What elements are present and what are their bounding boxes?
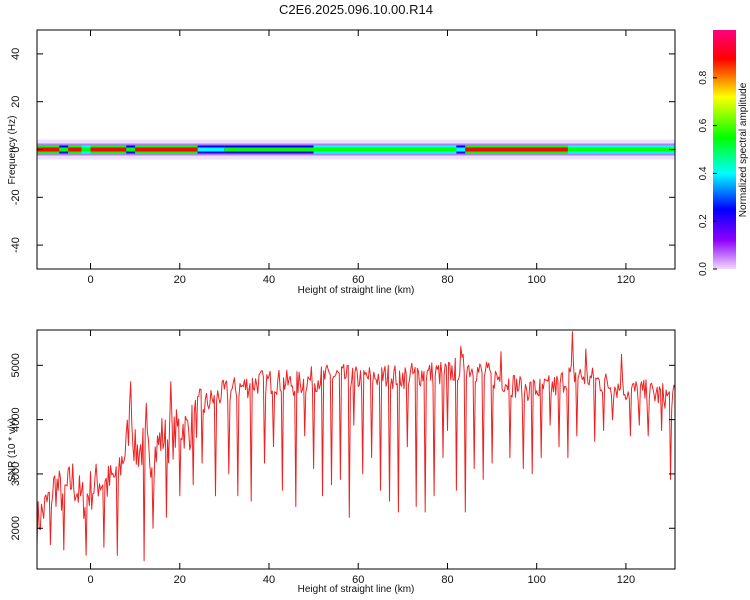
snr-series-line: [37, 331, 675, 562]
snr-x-tick-label: 0: [87, 574, 93, 586]
spectrogram-y-tick-label: 40: [10, 48, 22, 60]
spectrogram-panel: 0 20 40 60 80 100 120 40 20 0 -20 -40 Height of str…: [7, 29, 676, 296]
spectrogram-y-tick-label: 20: [10, 96, 22, 108]
snr-y-tick-label: 3000: [10, 462, 22, 486]
spectral-ridge-segment: [37, 147, 60, 152]
spectral-ridge-segment: [224, 147, 314, 152]
colorbar-tick-label: 0.0: [698, 262, 709, 276]
snr-x-tick-label: 20: [174, 574, 186, 586]
spectrogram-x-tick-label: 80: [441, 274, 453, 286]
colorbar-tick-label: 0.4: [698, 166, 709, 180]
snr-x-tick-label: 40: [263, 574, 275, 586]
spectral-ridge-segment: [313, 147, 457, 152]
spectral-ridge-segment: [594, 147, 675, 152]
chart-title: C2E6.2025.096.10.00.R14: [279, 2, 433, 17]
snr-y-tick-label: 4000: [10, 407, 22, 431]
colorbar-tick-label: 0.6: [698, 118, 709, 132]
spectrogram-x-tick-label: 20: [174, 274, 186, 286]
spectral-ridge-segment: [68, 147, 82, 152]
colorbar-tick-label: 0.8: [698, 70, 709, 84]
spectral-ridge-segment: [81, 147, 91, 152]
spectrogram-y-tick-label: -40: [10, 237, 22, 253]
snr-x-axis-label: Height of straight line (km): [298, 584, 415, 595]
spectral-ridge-segment: [59, 147, 69, 152]
spectral-ridge-segment: [135, 147, 198, 152]
spectrogram-y-tick-label: -20: [10, 189, 22, 205]
snr-panel: 0 20 40 60 80 100 120 5000 4000 3000 2000 Height o…: [7, 329, 676, 595]
spectrogram-x-tick-label: 40: [263, 274, 275, 286]
spectrogram-x-tick-label: 120: [617, 274, 635, 286]
spectral-ridge-segment: [456, 147, 466, 152]
spectrogram-x-tick-label: 100: [528, 274, 546, 286]
snr-y-tick-label: 5000: [10, 353, 22, 377]
snr-x-tick-label: 100: [528, 574, 546, 586]
snr-x-tick-label: 120: [617, 574, 635, 586]
snr-frame: [36, 329, 676, 570]
colorbar-label: Normalized spectral amplitude: [738, 82, 749, 217]
spectral-ridge-segment: [126, 147, 136, 152]
spectral-ridge-segment: [197, 147, 225, 152]
spectral-ridge-segment: [90, 147, 127, 152]
snr-y-tick-label: 2000: [10, 516, 22, 540]
spectrogram-y-tick-label: 0: [10, 146, 22, 152]
spectrogram-x-axis-label: Height of straight line (km): [298, 285, 415, 296]
colorbar-gradient: [713, 30, 736, 269]
spectrogram-y-axis-label: Frequency (Hz): [7, 116, 18, 185]
snr-x-tick-label: 80: [441, 574, 453, 586]
colorbar-tick-label: 0.2: [698, 214, 709, 228]
spectral-ridge-segment: [465, 147, 568, 152]
colorbar: 0.0 0.2 0.4 0.6 0.8 Normalized spectral ampl…: [698, 30, 749, 276]
snr-y-axis-label: SNR (10 * v/v): [7, 418, 18, 482]
snr-x-tick-label: 60: [352, 574, 364, 586]
spectrogram-x-tick-label: 60: [352, 274, 364, 286]
spectrogram-x-tick-label: 0: [87, 274, 93, 286]
spectral-ridge-segment: [567, 147, 595, 152]
